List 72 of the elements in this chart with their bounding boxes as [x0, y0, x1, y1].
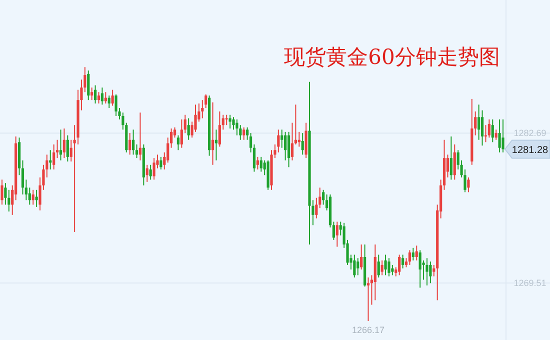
- candlestick: [426, 258, 428, 286]
- candlestick: [304, 122, 308, 159]
- candlestick: [66, 134, 69, 162]
- candlestick: [336, 221, 338, 248]
- candlestick: [94, 84, 97, 104]
- candlestick: [87, 70, 90, 101]
- candlestick: [453, 144, 456, 180]
- candlestick: [280, 129, 284, 148]
- text: 现货黄金60分钟走势图: [284, 45, 500, 69]
- candlestick: [398, 254, 401, 276]
- candlestick: [418, 250, 422, 288]
- candlestick: [211, 102, 214, 166]
- candlestick: [467, 176, 470, 193]
- candlestick: [502, 118, 504, 153]
- candlestick: [218, 110, 221, 148]
- candlestick: [149, 164, 152, 180]
- candlestick: [380, 260, 384, 276]
- candlestick: [498, 118, 501, 153]
- candlestick: [242, 126, 246, 140]
- candlestick: [450, 136, 452, 180]
- candlestick: [366, 276, 370, 322]
- candlestick: [214, 129, 218, 161]
- candlestick: [391, 264, 394, 276]
- candlestick: [494, 129, 498, 140]
- candlestick: [408, 250, 412, 266]
- candlestick: [114, 94, 118, 116]
- candlestick: [59, 129, 62, 161]
- candlestick: [62, 128, 66, 159]
- candlestick: [28, 187, 31, 206]
- candlestick: [35, 189, 38, 208]
- candlestick: [90, 87, 94, 101]
- candlestick: [152, 158, 156, 180]
- candlestick: [388, 258, 390, 277]
- candlestick: [0, 179, 4, 206]
- candlestick: [315, 197, 318, 219]
- candlestick: [97, 92, 100, 104]
- candlestick: [228, 114, 232, 129]
- candlestick: [377, 254, 380, 278]
- candlestick: [353, 254, 356, 278]
- candlestick: [384, 254, 387, 276]
- candlestick: [132, 129, 135, 156]
- candlestick: [491, 118, 494, 143]
- candlestick: [301, 132, 304, 156]
- candlestick: [100, 87, 104, 106]
- candlestick: [488, 118, 490, 138]
- candlestick: [322, 189, 325, 206]
- candlestick: [356, 258, 360, 276]
- candlestick: [478, 104, 480, 140]
- candlestick: [260, 156, 262, 172]
- candlestick: [146, 164, 148, 182]
- candlestick: [108, 95, 110, 109]
- candlestick: [402, 254, 404, 269]
- candlestick: [284, 131, 287, 161]
- text: 1281.28: [512, 145, 549, 156]
- candlestick: [236, 118, 238, 136]
- candlestick: [256, 156, 259, 170]
- candlestick: [111, 89, 114, 106]
- candlestick: [52, 144, 56, 170]
- candlestick: [176, 134, 180, 151]
- candlestick: [128, 132, 132, 156]
- candlestick: [138, 112, 142, 161]
- candlestick: [429, 261, 432, 284]
- candlestick: [187, 118, 190, 140]
- candlestick: [160, 156, 162, 170]
- candlestick: [201, 100, 204, 119]
- candlestick: [412, 247, 414, 261]
- candlestick: [180, 118, 183, 148]
- candlestick: [360, 244, 363, 270]
- candlestick: [32, 189, 34, 206]
- annotation: 1266.17: [352, 325, 385, 336]
- candlestick: [415, 245, 418, 261]
- candlestick: [287, 131, 290, 168]
